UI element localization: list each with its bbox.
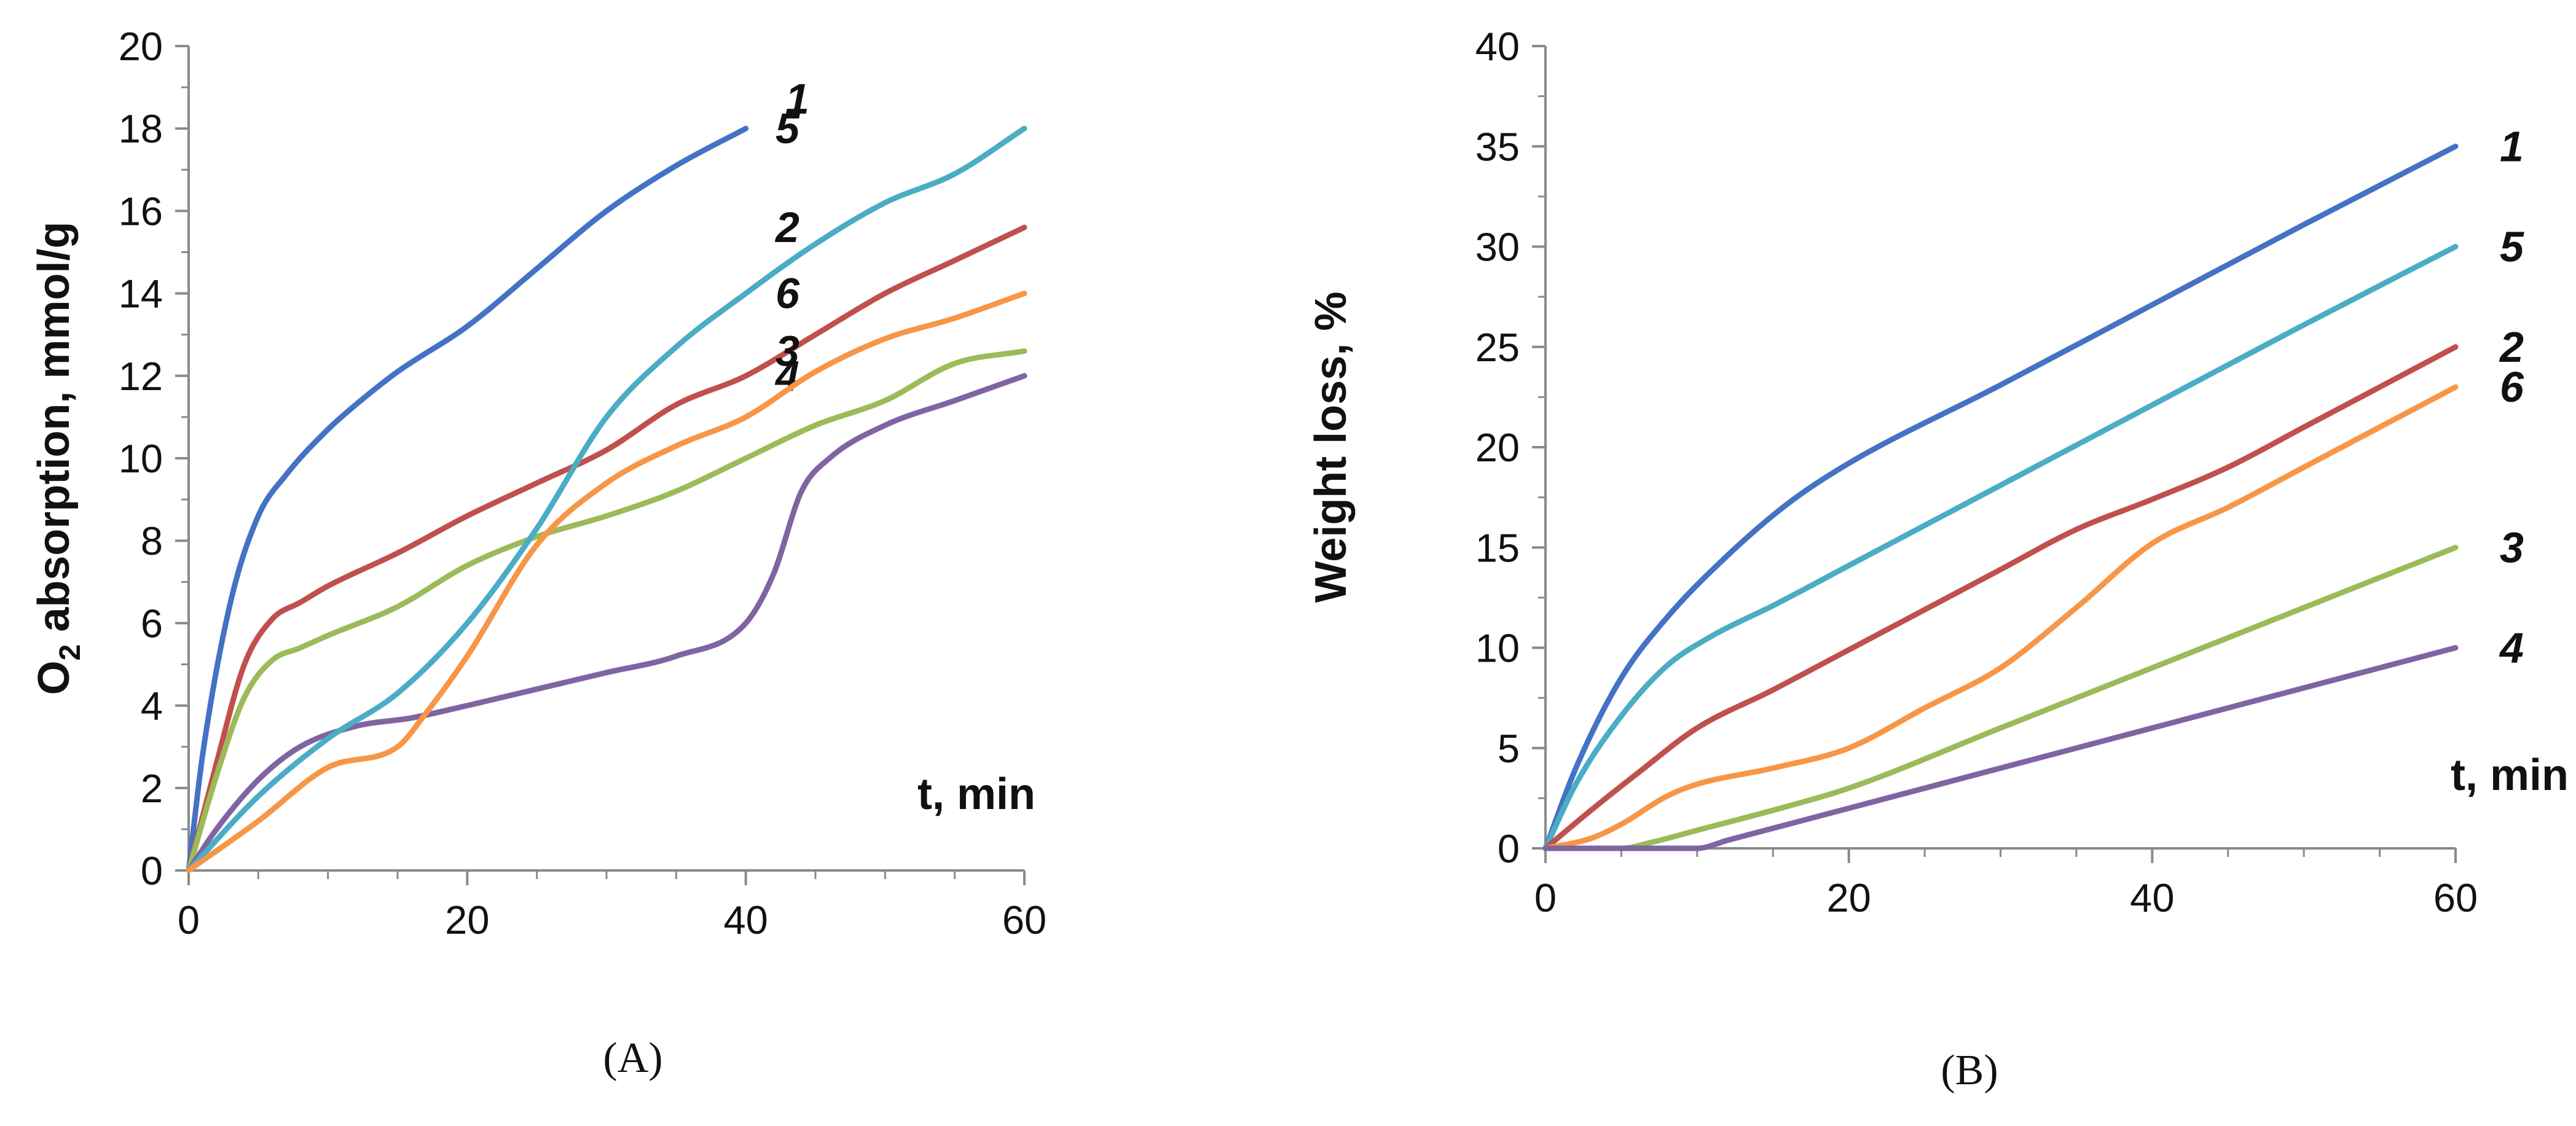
series-line-2 [186,224,1027,874]
series-label-3: 3 [2500,523,2524,571]
y-tick-label: 18 [119,106,163,151]
x-axis-title: t, min [2451,751,2569,800]
x-tick-label: 0 [178,897,200,942]
panel-label: (A) [603,1034,662,1082]
y-tick-label: 35 [1475,124,1520,169]
series-label-2: 2 [774,203,799,251]
y-tick-label: 20 [119,24,163,69]
x-tick-label: 0 [1534,875,1557,920]
series-line-5 [1542,244,2459,851]
y-tick-label: 20 [1475,425,1520,470]
x-axis-title: t, min [917,770,1035,819]
series-label-4: 4 [2499,624,2524,672]
y-tick-label: 40 [1475,24,1520,69]
y-tick-label: 25 [1475,325,1520,370]
x-tick-label: 60 [1002,897,1046,942]
y-axis-title: Weight loss, % [1306,292,1356,603]
x-tick-label: 20 [445,897,489,942]
series-label-1: 1 [2500,122,2524,170]
series-line-4 [1542,645,2459,851]
series-line-1 [186,125,749,874]
series-line-6 [186,291,1027,874]
series-label-6: 6 [776,270,800,318]
y-tick-label: 4 [141,684,163,729]
series-line-4 [186,373,1027,874]
y-tick-label: 6 [141,601,163,646]
y-axis-title-part: absorption, mmol/g [29,222,79,644]
series-label-6: 6 [2500,363,2524,411]
y-axis-title-subscript: 2 [54,644,87,661]
y-tick-label: 0 [1498,826,1520,871]
series-label-2: 2 [2499,323,2524,371]
y-tick-label: 10 [1475,626,1520,671]
x-tick-label: 60 [2433,875,2478,920]
y-tick-label: 15 [1475,525,1520,570]
series-label-5: 5 [2500,223,2524,271]
y-axis-title-part: O [29,660,79,695]
series-label-1: 1 [785,75,809,123]
y-tick-label: 2 [141,766,163,811]
y-tick-label: 8 [141,518,163,563]
x-tick-label: 20 [1827,875,1871,920]
series-line-3 [1542,544,2459,851]
y-tick-label: 0 [141,848,163,893]
panel-label: (B) [1941,1047,1998,1094]
series-label-5: 5 [776,104,800,152]
x-tick-label: 40 [2130,875,2174,920]
series-line-2 [1542,344,2459,851]
y-tick-label: 16 [119,189,163,233]
x-tick-label: 40 [724,897,768,942]
y-tick-label: 10 [119,436,163,481]
series-line-3 [186,348,1027,874]
y-tick-label: 30 [1475,225,1520,270]
series-label-3: 3 [776,327,799,375]
y-tick-label: 5 [1498,726,1520,771]
y-tick-label: 14 [119,272,163,316]
y-tick-label: 12 [119,354,163,399]
series-line-6 [1542,384,2459,851]
y-axis-title: O2 absorption, mmol/g [29,222,87,695]
series-line-1 [1542,143,2459,851]
series-line-5 [186,125,1027,874]
